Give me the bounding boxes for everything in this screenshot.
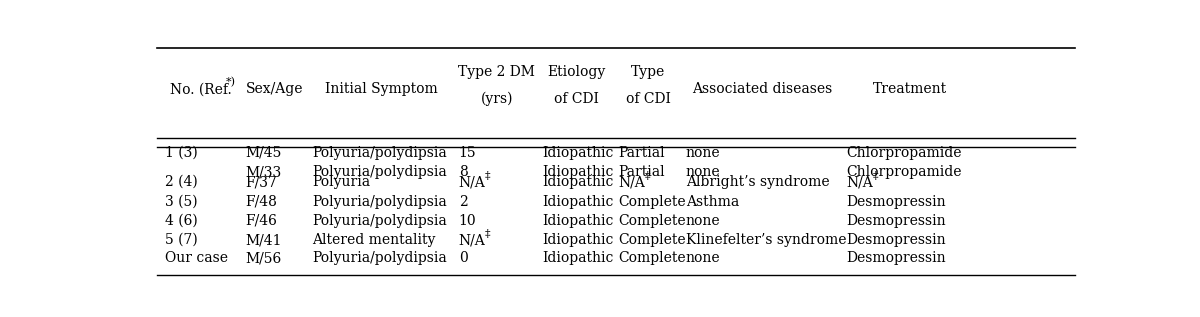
- Text: 8: 8: [458, 165, 468, 179]
- Text: Associated diseases: Associated diseases: [692, 82, 833, 96]
- Text: Chlorpropamide: Chlorpropamide: [846, 165, 962, 179]
- Text: Desmopressin: Desmopressin: [846, 251, 946, 265]
- Text: Altered mentality: Altered mentality: [312, 233, 436, 247]
- Text: N/A: N/A: [846, 175, 874, 189]
- Text: Idiopathic: Idiopathic: [542, 233, 614, 247]
- Text: *): *): [227, 77, 236, 87]
- Text: Polyuria/polydipsia: Polyuria/polydipsia: [312, 146, 446, 160]
- Text: Polyuria: Polyuria: [312, 175, 370, 189]
- Text: Desmopressin: Desmopressin: [846, 233, 946, 247]
- Text: Complete: Complete: [619, 251, 686, 265]
- Text: F/37: F/37: [245, 175, 277, 189]
- Text: M/56: M/56: [245, 251, 281, 265]
- Text: 15: 15: [458, 146, 476, 160]
- Text: 5 (7): 5 (7): [164, 233, 198, 247]
- Text: ‡: ‡: [644, 171, 650, 181]
- Text: 2: 2: [458, 195, 468, 209]
- Text: 0: 0: [458, 251, 468, 265]
- Text: ‡: ‡: [485, 229, 491, 239]
- Text: none: none: [685, 214, 720, 228]
- Text: none: none: [685, 165, 720, 179]
- Text: F/46: F/46: [245, 214, 277, 228]
- Text: Desmopressin: Desmopressin: [846, 195, 946, 209]
- Text: of CDI: of CDI: [626, 92, 671, 106]
- Text: of CDI: of CDI: [554, 92, 599, 106]
- Text: 2 (4): 2 (4): [164, 175, 198, 189]
- Text: Idiopathic: Idiopathic: [542, 251, 614, 265]
- Text: F/48: F/48: [245, 195, 277, 209]
- Text: M/33: M/33: [245, 165, 281, 179]
- Text: Initial Symptom: Initial Symptom: [325, 82, 438, 96]
- Text: Complete: Complete: [619, 195, 686, 209]
- Text: No. (Ref.: No. (Ref.: [170, 82, 232, 96]
- Text: 10: 10: [458, 214, 476, 228]
- Text: ‡: ‡: [872, 171, 878, 181]
- Text: 3 (5): 3 (5): [164, 195, 198, 209]
- Text: N/A: N/A: [458, 175, 486, 189]
- Text: Complete: Complete: [619, 233, 686, 247]
- Text: N/A: N/A: [619, 175, 646, 189]
- Text: Polyuria/polydipsia: Polyuria/polydipsia: [312, 251, 446, 265]
- Text: Idiopathic: Idiopathic: [542, 146, 614, 160]
- Text: Etiology: Etiology: [547, 65, 606, 79]
- Text: Complete: Complete: [619, 214, 686, 228]
- Text: Type 2 DM: Type 2 DM: [458, 65, 535, 79]
- Text: Desmopressin: Desmopressin: [846, 214, 946, 228]
- Text: none: none: [685, 251, 720, 265]
- Text: Asthma: Asthma: [685, 195, 739, 209]
- Text: Sex/Age: Sex/Age: [246, 82, 304, 96]
- Text: M/45: M/45: [245, 146, 281, 160]
- Text: 1 (3): 1 (3): [164, 146, 198, 160]
- Text: Polyuria/polydipsia: Polyuria/polydipsia: [312, 165, 446, 179]
- Text: N/A: N/A: [458, 233, 486, 247]
- Text: Type: Type: [631, 65, 666, 79]
- Text: M/41: M/41: [245, 233, 281, 247]
- Text: Idiopathic: Idiopathic: [542, 195, 614, 209]
- Text: Idiopathic: Idiopathic: [542, 214, 614, 228]
- Text: Klinefelter’s syndrome: Klinefelter’s syndrome: [685, 233, 846, 247]
- Text: Treatment: Treatment: [874, 82, 947, 96]
- Text: 4 (6): 4 (6): [164, 214, 198, 228]
- Text: Idiopathic: Idiopathic: [542, 175, 614, 189]
- Text: Idiopathic: Idiopathic: [542, 165, 614, 179]
- Text: Partial: Partial: [619, 165, 665, 179]
- Text: (yrs): (yrs): [481, 92, 514, 106]
- Text: Our case: Our case: [164, 251, 228, 265]
- Text: Polyuria/polydipsia: Polyuria/polydipsia: [312, 214, 446, 228]
- Text: Albright’s syndrome: Albright’s syndrome: [685, 175, 829, 189]
- Text: none: none: [685, 146, 720, 160]
- Text: Partial: Partial: [619, 146, 665, 160]
- Text: ‡: ‡: [485, 171, 491, 181]
- Text: Chlorpropamide: Chlorpropamide: [846, 146, 962, 160]
- Text: Polyuria/polydipsia: Polyuria/polydipsia: [312, 195, 446, 209]
